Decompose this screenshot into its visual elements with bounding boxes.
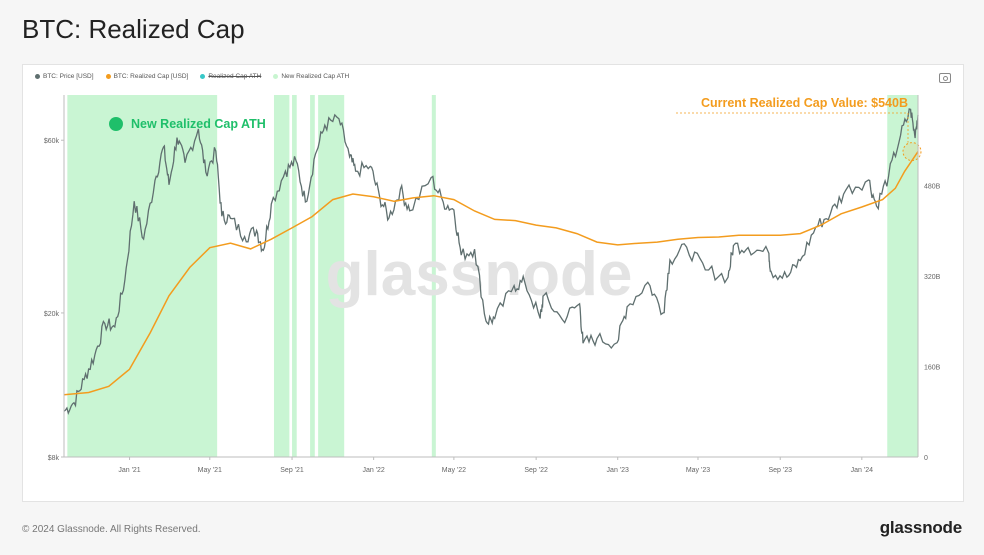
y-left-tick-label: $60k <box>44 138 60 145</box>
current-value-marker <box>902 142 922 162</box>
realized-cap-line <box>63 151 919 396</box>
ath-band <box>431 95 436 457</box>
legend-swatch-new-ath <box>273 74 279 79</box>
y-right-tick-label: 480B <box>924 184 941 191</box>
legend-item-price[interactable]: BTC: Price [USD] <box>35 73 94 80</box>
legend-swatch-realized-cap-ath <box>200 74 206 79</box>
legend-swatch-realized-cap <box>105 74 111 79</box>
ath-dot <box>109 117 123 131</box>
chart-legend: BTC: Price [USD] BTC: Realized Cap [USD]… <box>35 73 349 80</box>
copyright: © 2024 Glassnode. All Rights Reserved. <box>22 524 201 535</box>
legend-label: BTC: Price [USD] <box>43 73 94 80</box>
series-lines <box>63 108 922 416</box>
y-right-tick-label: 320B <box>924 274 941 281</box>
glassnode-logo: glassnode <box>879 518 962 537</box>
ath-band <box>310 95 315 457</box>
x-tick-label: Sep '22 <box>524 467 548 474</box>
y-right-tick-label: 0 <box>924 455 928 462</box>
y-right-tick-label: 160B <box>924 365 941 372</box>
chart-card: BTC: Price [USD] BTC: Realized Cap [USD]… <box>22 64 964 502</box>
x-tick-label: May '22 <box>442 467 466 474</box>
x-tick-label: May '21 <box>198 467 222 474</box>
x-tick-label: Jan '23 <box>607 467 629 474</box>
current-value-leader <box>676 112 909 143</box>
legend-item-new-ath[interactable]: New Realized Cap ATH <box>273 73 349 80</box>
page-title: BTC: Realized Cap <box>22 14 245 44</box>
legend-label: BTC: Realized Cap [USD] <box>113 73 189 80</box>
ath-label: New Realized Cap ATH <box>131 117 266 131</box>
x-tick-label: May '23 <box>686 467 710 474</box>
camera-icon[interactable] <box>939 73 951 83</box>
x-tick-label: Jan '24 <box>851 467 873 474</box>
ath-band <box>292 95 297 457</box>
legend-item-realized-cap-ath[interactable]: Realized Cap ATH <box>200 73 261 80</box>
legend-label: Realized Cap ATH <box>208 73 262 80</box>
legend-label: New Realized Cap ATH <box>281 73 350 80</box>
current-value-label: Current Realized Cap Value: $540B <box>701 96 908 110</box>
axes: $8k $20k $60k 0 160B 320B 480B Jan '21 May '21 Se… <box>44 95 941 474</box>
annotations: New Realized Cap ATH Current Realized Ca… <box>109 96 908 131</box>
legend-item-realized-cap[interactable]: BTC: Realized Cap [USD] <box>105 73 189 80</box>
ath-bands <box>67 95 918 457</box>
x-tick-label: Sep '21 <box>280 467 304 474</box>
x-tick-label: Sep '23 <box>768 467 792 474</box>
ath-band <box>67 95 218 457</box>
ath-band <box>318 95 345 457</box>
legend-swatch-price <box>35 74 40 79</box>
x-tick-label: Jan '21 <box>118 467 140 474</box>
y-left-tick-label: $8k <box>48 455 60 462</box>
ath-band <box>887 95 918 457</box>
ath-band <box>273 95 290 457</box>
y-left-tick-label: $20k <box>44 311 60 318</box>
price-line <box>63 108 919 416</box>
x-tick-label: Jan '22 <box>362 467 384 474</box>
